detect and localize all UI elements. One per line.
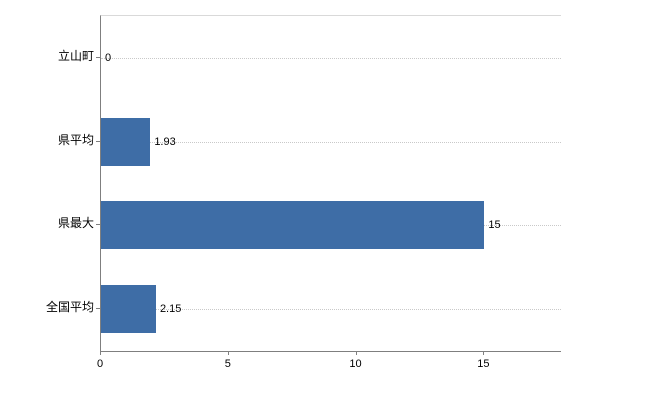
y-tick: [96, 140, 100, 142]
x-tick-label: 0: [96, 358, 104, 370]
x-tick: [355, 351, 357, 355]
category-label: 立山町: [57, 48, 94, 63]
gridline: [101, 57, 561, 59]
bar-3: [101, 285, 156, 334]
plot-area: 0 1.93 15 2.15: [100, 15, 561, 352]
gridline: [101, 141, 561, 143]
bar-value-label: 15: [488, 219, 501, 232]
x-tick-label: 5: [224, 358, 231, 370]
bar-2: [101, 201, 485, 250]
x-tick: [100, 351, 101, 355]
bar-value-label: 1.93: [154, 135, 176, 148]
x-tick-label: 15: [477, 358, 490, 370]
x-tick: [227, 351, 229, 355]
bar-value-label: 0: [105, 51, 112, 64]
y-tick: [96, 56, 100, 58]
category-label: 全国平均: [45, 300, 94, 315]
x-tick-label: 10: [349, 358, 362, 370]
bar-value-label: 2.15: [159, 303, 182, 316]
bar-1: [101, 117, 151, 166]
gridline: [101, 309, 561, 311]
y-tick: [96, 308, 100, 310]
x-tick: [483, 351, 485, 355]
category-label: 県最大: [57, 216, 94, 231]
category-label: 県平均: [57, 132, 94, 147]
y-tick: [96, 224, 100, 226]
